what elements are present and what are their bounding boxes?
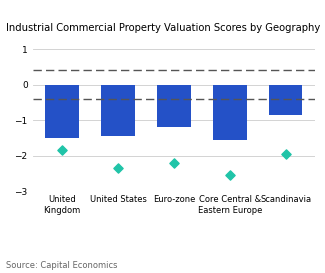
Point <box>283 152 288 156</box>
Point <box>227 173 232 177</box>
Bar <box>46 85 79 138</box>
Point <box>171 161 176 165</box>
Point <box>59 148 65 153</box>
Bar <box>101 85 135 136</box>
Text: Industrial Commercial Property Valuation Scores by Geography: Industrial Commercial Property Valuation… <box>6 23 321 33</box>
Bar <box>269 85 302 115</box>
Bar <box>213 85 247 140</box>
Text: Source: Capital Economics: Source: Capital Economics <box>6 261 118 270</box>
Point <box>115 166 121 170</box>
Bar <box>157 85 191 127</box>
